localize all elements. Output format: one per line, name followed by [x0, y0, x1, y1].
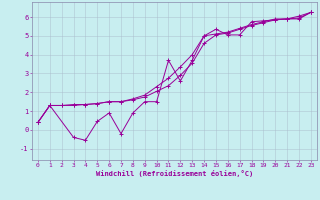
X-axis label: Windchill (Refroidissement éolien,°C): Windchill (Refroidissement éolien,°C): [96, 170, 253, 177]
